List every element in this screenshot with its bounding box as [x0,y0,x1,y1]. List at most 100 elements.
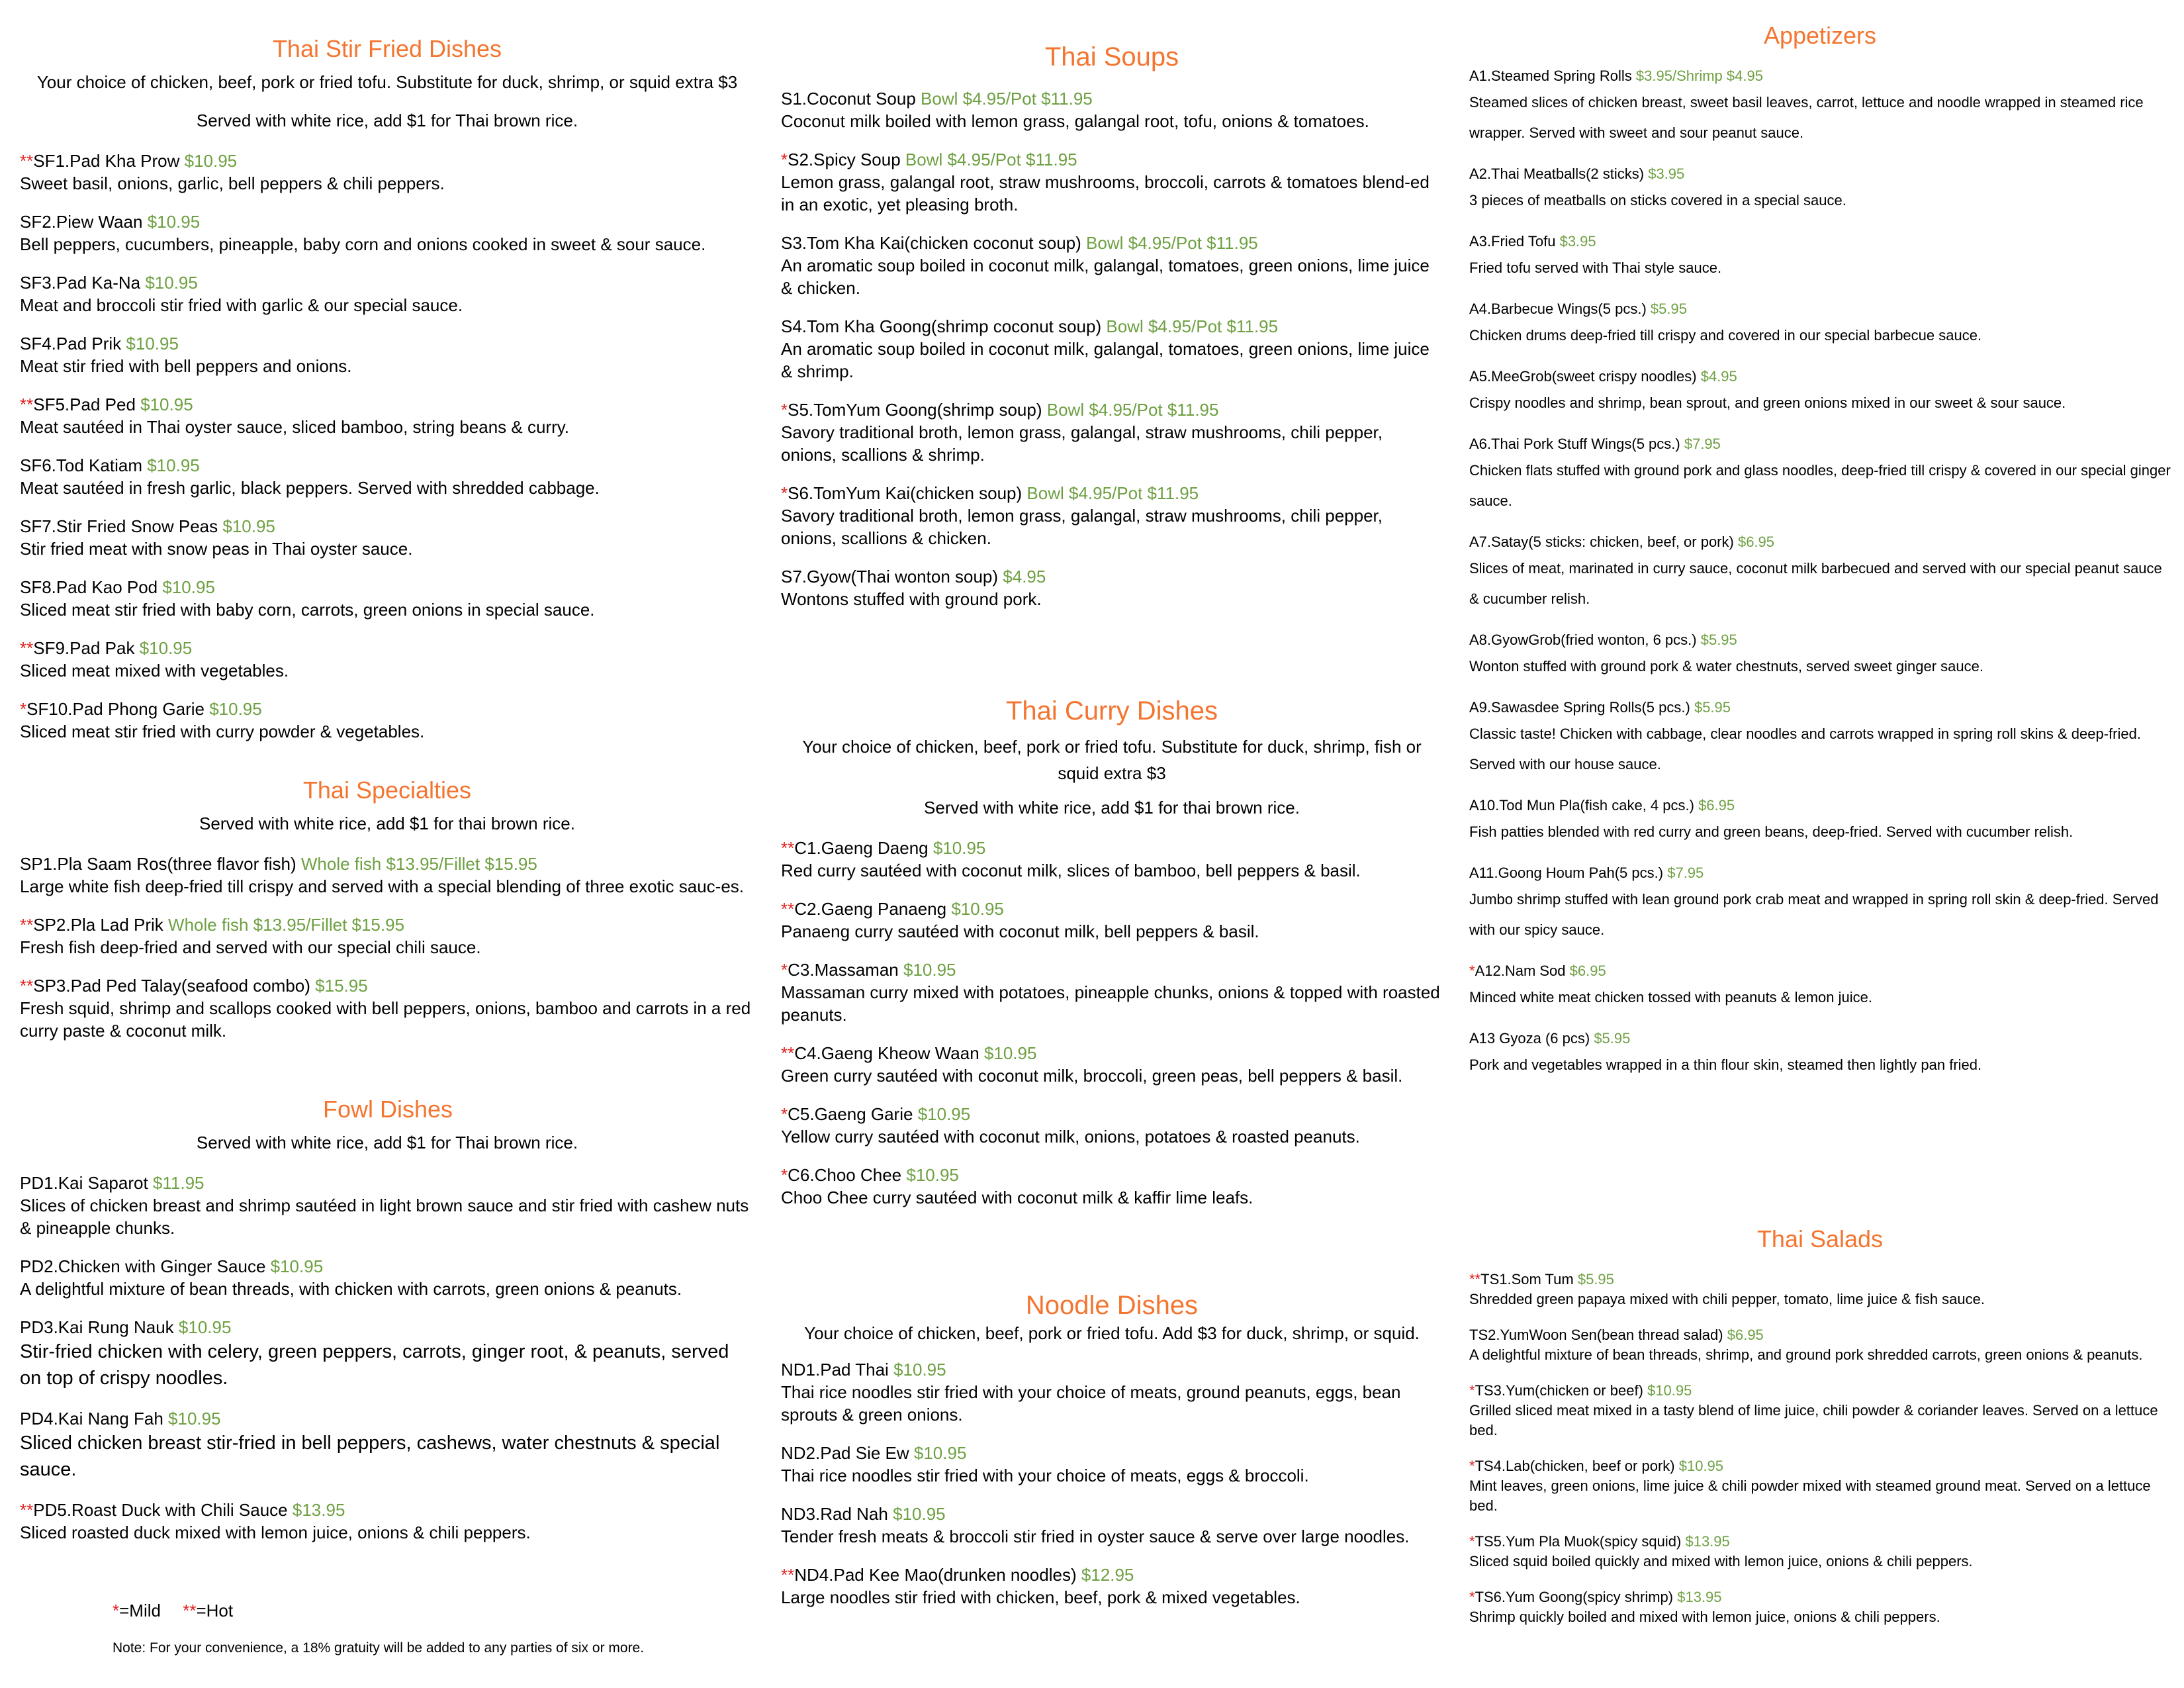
noodle-section: Noodle Dishes Your choice of chicken, be… [781,1291,1443,1609]
menu-item: SF3.Pad Ka-Na $10.95 Meat and broccoli st… [20,271,754,316]
menu-item: A11.Goong Houm Pah(5 pcs.) $7.95 Jumbo sh… [1469,862,2171,945]
menu-item-description: Shrimp quickly boiled and mixed with lem… [1469,1609,1940,1625]
spice-star: * [20,699,27,719]
legend-hot: =Hot [196,1601,234,1620]
menu-item-price: $13.95 [292,1500,345,1520]
menu-item-price: $3.95 [1559,233,1596,250]
menu-item-description: Sliced meat mixed with vegetables. [20,661,289,680]
menu-item: S1.Coconut Soup Bowl $4.95/Pot $11.95 Coc… [781,87,1443,132]
menu-item: A7.Satay(5 sticks: chicken, beef, or por… [1469,531,2171,614]
legend-star: * [113,1601,120,1620]
menu-item: *A12.Nam Sod $6.95 Minced white meat chic… [1469,960,2171,1013]
section-title: Noodle Dishes [1025,1291,1199,1320]
spice-star: * [781,960,788,980]
menu-item-name: A1.Steamed Spring Rolls [1469,68,1632,84]
menu-item-description: Thai rice noodles stir fried with your c… [781,1466,1309,1485]
menu-item-description: An aromatic soup boiled in coconut milk,… [781,256,1430,298]
menu-item-name: C5.Gaeng Garie [788,1104,913,1124]
menu-item: **SP2.Pla Lad Prik Whole fish $13.95/Fil… [20,914,754,959]
menu-item-description: Green curry sautéed with coconut milk, b… [781,1066,1403,1086]
menu-item-header: **SP2.Pla Lad Prik Whole fish $13.95/Fil… [20,914,754,936]
legend-mild: =Mild [119,1601,161,1620]
menu-item-header: A3.Fried Tofu $3.95 [1469,230,2171,253]
gratuity-note: Note: For your convenience, a 18% gratui… [113,1640,645,1656]
menu-item-price: Bowl $4.95/Pot $11.95 [905,150,1077,169]
menu-item-header: PD3.Kai Rung Nauk $10.95 [20,1316,754,1338]
menu-item-name: SP1.Pla Saam Ros(three flavor fish) [20,854,296,874]
section-note: Served with white rice, add $1 for Thai … [196,1133,578,1152]
section-title: Thai Salads [1756,1225,1884,1252]
menu-item-name: A4.Barbecue Wings(5 pcs.) [1469,301,1647,317]
menu-item-description: Wonton stuffed with ground pork & water … [1469,658,1983,675]
menu-item: PD4.Kai Nang Fah $10.95 Sliced chicken br… [20,1407,754,1483]
menu-item-header: S7.Gyow(Thai wonton soup) $4.95 [781,565,1443,588]
menu-item-price: $5.95 [1577,1271,1614,1288]
menu-item-header: **C2.Gaeng Panaeng $10.95 [781,898,1443,920]
menu-item-name: TS4.Lab(chicken, beef or pork) [1475,1458,1675,1474]
menu-item-name: PD1.Kai Saparot [20,1173,148,1193]
menu-item: **TS1.Som Tum $5.95 Shredded green papaya… [1469,1270,2171,1309]
specialties-section: Thai Specialties Served with white rice,… [20,776,754,1042]
menu-item: A6.Thai Pork Stuff Wings(5 pcs.) $7.95 Ch… [1469,433,2171,516]
menu-item-name: A5.MeeGrob(sweet crispy noodles) [1469,368,1697,385]
menu-item-header: A13 Gyoza (6 pcs) $5.95 [1469,1027,2171,1050]
spice-star: * [781,150,788,169]
menu-item-name: TS5.Yum Pla Muok(spicy squid) [1475,1533,1682,1550]
menu-item-price: $7.95 [1684,436,1721,452]
spice-star: * [1469,1533,1475,1550]
menu-item-name: TS6.Yum Goong(spicy shrimp) [1475,1589,1674,1605]
menu-item: A13 Gyoza (6 pcs) $5.95 Pork and vegetabl… [1469,1027,2171,1080]
menu-item-description: Sliced chicken breast stir-fried in bell… [20,1432,720,1480]
menu-item-description: Meat sautéed in fresh garlic, black pepp… [20,478,600,498]
menu-item-price: $6.95 [1727,1327,1764,1343]
menu-item-name: SF9.Pad Pak [33,638,135,658]
menu-item-price: $10.95 [917,1104,971,1124]
menu-item-name: TS2.YumWoon Sen(bean thread salad) [1469,1327,1723,1343]
menu-item-name: A7.Satay(5 sticks: chicken, beef, or por… [1469,534,1734,550]
legend-star: ** [183,1601,197,1620]
spice-star: ** [781,1043,795,1063]
menu-item-description: Wontons stuffed with ground pork. [781,589,1042,609]
menu-item-name: SF6.Tod Katiam [20,455,142,475]
menu-item-price: $10.95 [903,960,956,980]
menu-item-description: Sliced meat stir fried with baby corn, c… [20,600,595,620]
menu-item-header: PD4.Kai Nang Fah $10.95 [20,1407,754,1430]
menu-item-name: C2.Gaeng Panaeng [794,899,947,919]
menu-item-header: A1.Steamed Spring Rolls $3.95/Shrimp $4.… [1469,65,2171,87]
menu-item-name: SP3.Pad Ped Talay(seafood combo) [33,976,310,996]
menu-item-header: **ND4.Pad Kee Mao(drunken noodles) $12.9… [781,1564,1443,1586]
spice-star: * [1469,962,1475,979]
menu-items: PD1.Kai Saparot $11.95 Slices of chicken … [20,1172,754,1544]
menu-item-description: Savory traditional broth, lemon grass, g… [781,506,1383,548]
menu-item-name: TS3.Yum(chicken or beef) [1475,1382,1643,1399]
menu-item-description: Lemon grass, galangal root, straw mushro… [781,172,1430,214]
menu-items: SP1.Pla Saam Ros(three flavor fish) Whol… [20,853,754,1042]
menu-item-description: Thai rice noodles stir fried with your c… [781,1382,1401,1425]
menu-item-header: **SF9.Pad Pak $10.95 [20,637,754,659]
section-title: Thai Curry Dishes [1005,696,1218,726]
menu-item: SF2.Piew Waan $10.95 Bell peppers, cucumb… [20,211,754,256]
menu-item: **SF9.Pad Pak $10.95 Sliced meat mixed wi… [20,637,754,682]
menu-item-price: Bowl $4.95/Pot $11.95 [921,89,1093,109]
menu-item-name: TS1.Som Tum [1480,1271,1574,1288]
menu-item-description: Minced white meat chicken tossed with pe… [1469,989,1872,1006]
menu-item-name: C4.Gaeng Kheow Waan [794,1043,979,1063]
menu-item-name: A6.Thai Pork Stuff Wings(5 pcs.) [1469,436,1680,452]
menu-item-header: ND1.Pad Thai $10.95 [781,1358,1443,1381]
section-note: Your choice of chicken, beef, pork or fr… [36,72,738,92]
menu-items: **C1.Gaeng Daeng $10.95 Red curry sautéed… [781,837,1443,1209]
menu-item: S4.Tom Kha Goong(shrimp coconut soup) Bo… [781,315,1443,383]
menu-item-header: SF4.Pad Prik $10.95 [20,332,754,355]
menu-item-header: *C6.Choo Chee $10.95 [781,1164,1443,1186]
menu-item-price: $10.95 [913,1443,967,1463]
menu-item: *TS5.Yum Pla Muok(spicy squid) $13.95 Sli… [1469,1532,2171,1571]
spice-star: * [781,1104,788,1124]
spice-star: ** [20,151,34,171]
menu-item-price: $10.95 [209,699,262,719]
menu-item-header: *TS6.Yum Goong(spicy shrimp) $13.95 [1469,1587,2171,1607]
menu-item-description: Sliced meat stir fried with curry powder… [20,722,425,741]
menu-item-description: Large noodles stir fried with chicken, b… [781,1587,1300,1607]
menu-item: A10.Tod Mun Pla(fish cake, 4 pcs.) $6.95… [1469,794,2171,847]
menu-item-description: Steamed slices of chicken breast, sweet … [1469,94,2144,141]
menu-item-price: Whole fish $13.95/Fillet $15.95 [300,854,537,874]
